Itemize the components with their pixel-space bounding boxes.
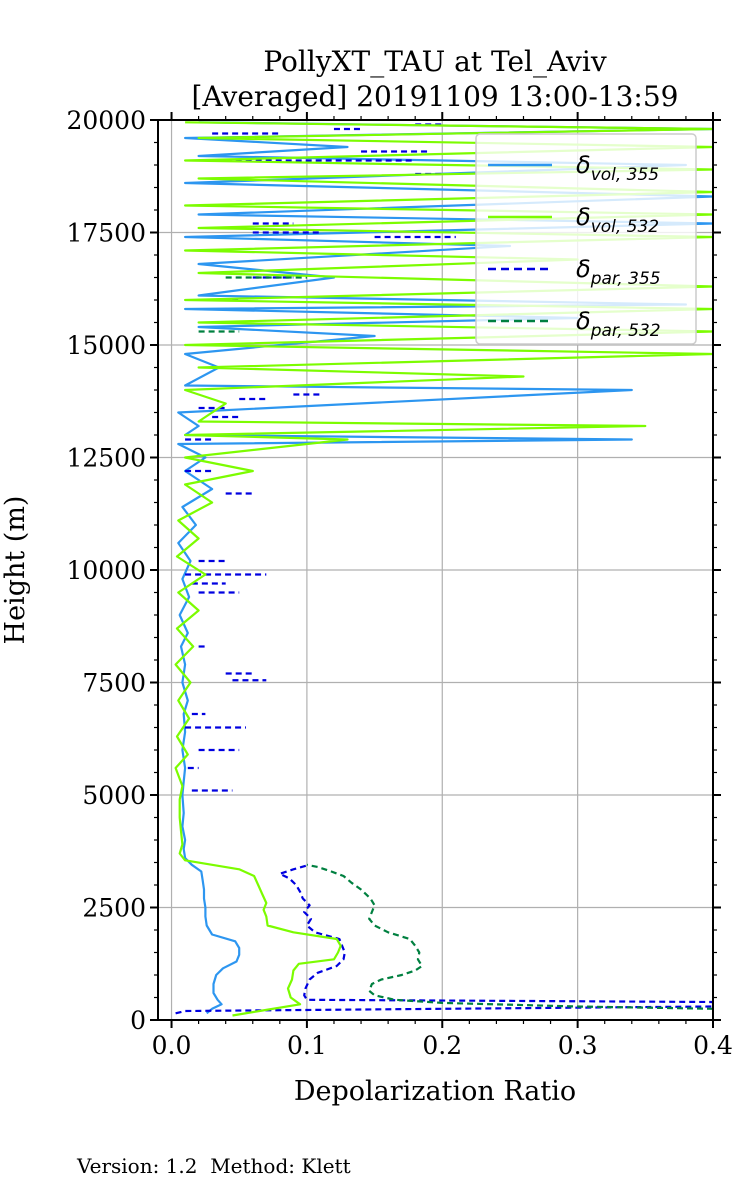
axis-tick-labels: 0.0 0.1 0.2 0.3 0.4 0 2500 5000 7500 10000 12500 15… [66, 106, 732, 1060]
x-tick-label-4: 0.4 [693, 1031, 733, 1060]
axis-ticks [150, 112, 721, 1028]
y-tick-label-8: 20000 [66, 106, 146, 135]
legend: δvol, 355 δvol, 532 δpar, 355 δpar, 532 [475, 133, 697, 345]
x-tick-label-2: 0.2 [422, 1031, 462, 1060]
x-tick-label-0: 0.0 [152, 1031, 192, 1060]
y-tick-label-7: 17500 [66, 219, 146, 248]
y-tick-label-5: 12500 [66, 444, 146, 473]
legend-label-0: δvol, 355 [576, 151, 659, 185]
y-axis-label: Height (m) [0, 496, 31, 645]
y-tick-label-2: 5000 [82, 781, 146, 810]
y-tick-label-4: 10000 [66, 556, 146, 585]
series-par-532-line [306, 863, 713, 1010]
y-tick-label-0: 0 [130, 1006, 146, 1035]
legend-label-1: δvol, 532 [576, 203, 659, 237]
y-tick-label-6: 15000 [66, 331, 146, 360]
x-axis-label: Depolarization Ratio [294, 1076, 576, 1107]
x-tick-label-1: 0.1 [287, 1031, 327, 1060]
series-par-355-line [175, 863, 713, 1015]
legend-label-3: δpar, 532 [576, 307, 661, 341]
chart-title-line-1: PollyXT_TAU at Tel_Aviv [263, 45, 606, 78]
y-tick-label-1: 2500 [82, 894, 146, 923]
chart-title-line-2: [Averaged] 20191109 13:00-13:59 [192, 80, 679, 113]
legend-label-2: δpar, 355 [576, 255, 661, 289]
x-tick-label-3: 0.3 [558, 1031, 598, 1060]
footer-version-method: Version: 1.2 Method: Klett [77, 1154, 351, 1178]
y-tick-label-3: 7500 [82, 669, 146, 698]
legend-box [475, 133, 697, 345]
